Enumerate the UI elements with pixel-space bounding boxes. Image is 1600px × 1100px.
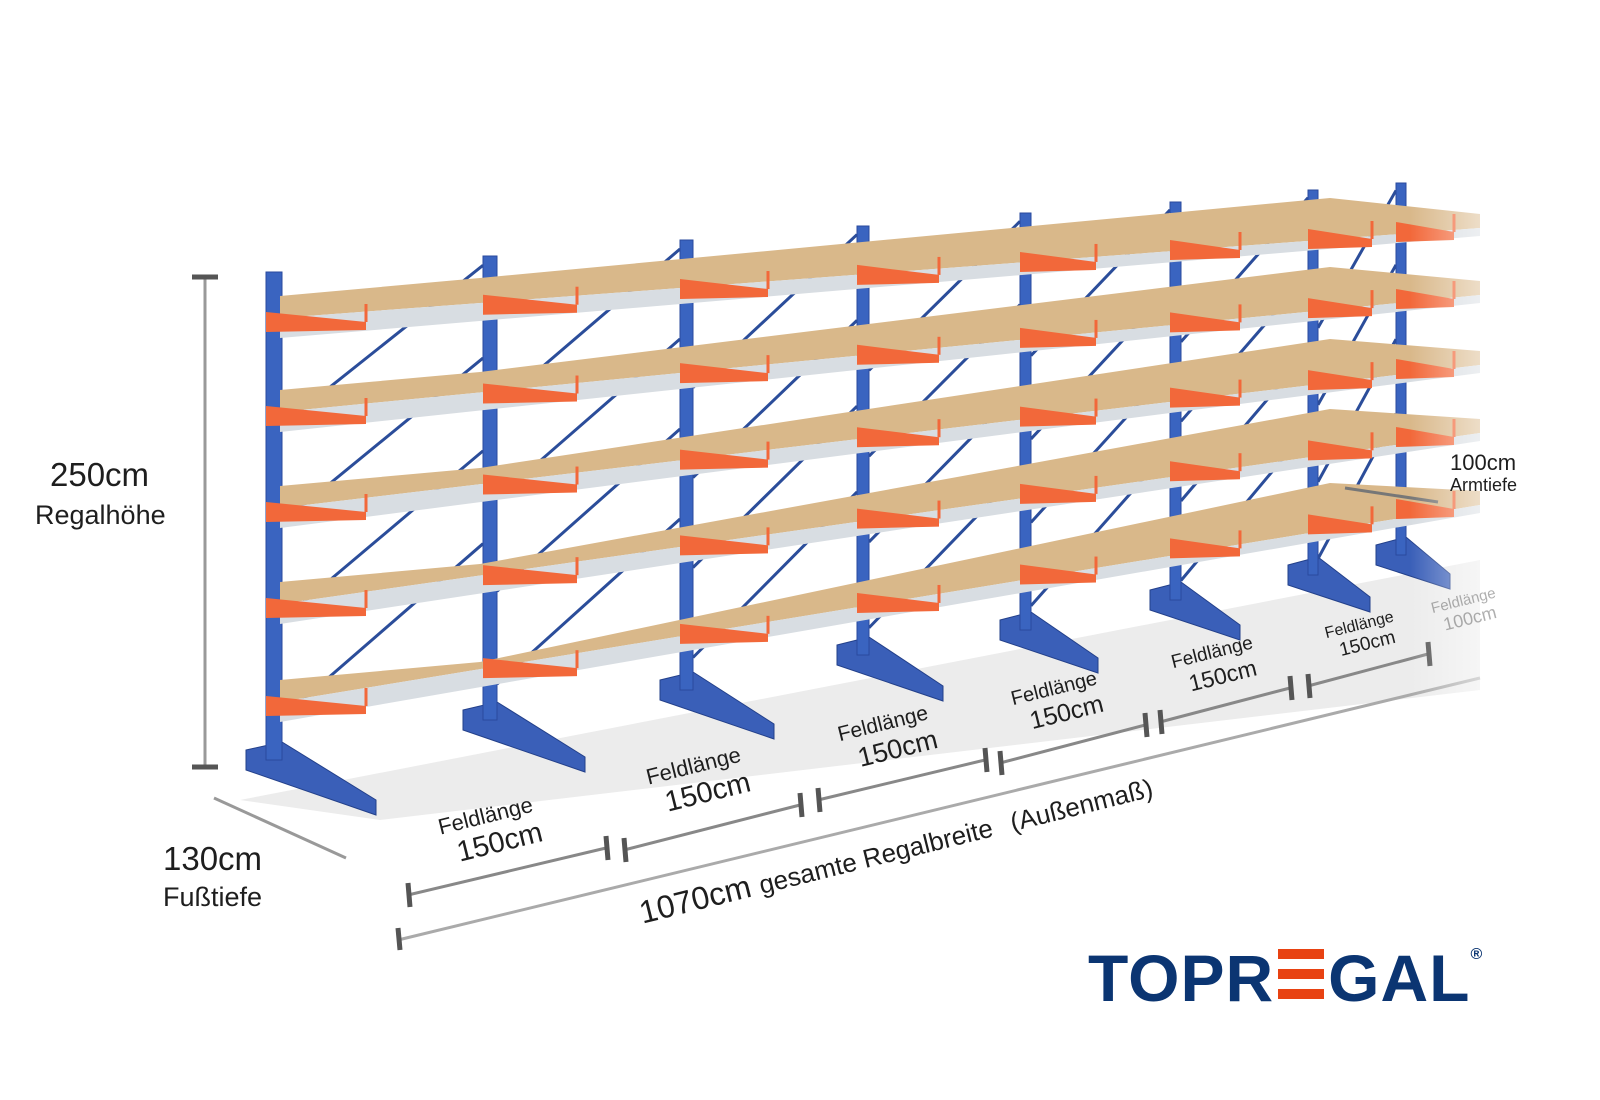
cantilever-arm xyxy=(266,696,366,716)
shelf-board xyxy=(280,267,1480,412)
field-dimension-line xyxy=(623,803,801,852)
logo-registered: ® xyxy=(1470,946,1484,963)
cantilever-arm xyxy=(266,312,366,332)
cantilever-arm xyxy=(483,658,577,679)
cantilever-arm xyxy=(1170,312,1240,333)
height-value: 250cm xyxy=(50,456,150,493)
cantilever-arm xyxy=(1020,564,1096,585)
cantilever-arm xyxy=(680,363,768,384)
field-dimension-line xyxy=(1159,686,1291,724)
field-dimension-line xyxy=(817,758,986,802)
cantilever-arm xyxy=(1170,387,1240,408)
cantilever-arm xyxy=(483,565,577,586)
cantilever-arm xyxy=(857,427,939,448)
logo-text-left: TOPR xyxy=(1088,941,1275,1015)
logo-e-bars xyxy=(1278,949,1325,999)
shelf-front-beam xyxy=(280,505,1480,722)
field-tick xyxy=(1142,712,1150,738)
cantilever-arm xyxy=(1020,327,1096,348)
arm-depth-label: Armtiefe xyxy=(1450,475,1518,495)
cantilever-arm xyxy=(857,508,939,529)
shelf-board xyxy=(280,409,1480,604)
foot-depth-value: 130cm xyxy=(163,840,263,877)
cantilever-arm xyxy=(680,535,768,556)
cantilever-arm xyxy=(1308,370,1372,391)
cantilever-arm xyxy=(483,294,577,315)
field-dimension-line xyxy=(999,723,1146,765)
cantilever-arm xyxy=(1308,298,1372,319)
cantilever-arm xyxy=(266,406,366,426)
field-dimension-line xyxy=(407,846,607,897)
cantilever-arm xyxy=(483,383,577,404)
cantilever-arm xyxy=(680,449,768,470)
cantilever-arm xyxy=(1020,483,1096,504)
cantilever-arm xyxy=(266,598,366,618)
field-tick xyxy=(982,747,990,773)
shelf-board xyxy=(280,339,1480,508)
cantilever-arm xyxy=(1170,240,1240,260)
field-tick xyxy=(1305,673,1313,699)
cantilever-arm xyxy=(680,279,768,300)
logo-text-right: GAL xyxy=(1328,941,1471,1015)
cantilever-arm xyxy=(266,502,366,522)
field-tick xyxy=(815,787,823,813)
topregal-logo: TOPR GAL ® xyxy=(1088,940,1483,1016)
cantilever-arm xyxy=(1308,440,1372,461)
cantilever-arm xyxy=(1170,461,1240,482)
height-label: Regalhöhe xyxy=(35,500,166,530)
shelf-board xyxy=(280,483,1480,702)
field-tick xyxy=(405,882,413,908)
total-width-line xyxy=(397,676,1481,942)
cantilever-arm xyxy=(857,264,939,285)
cantilever-arm xyxy=(1020,251,1096,272)
right-fade xyxy=(1410,0,1600,760)
foot-depth-label: Fußtiefe xyxy=(163,882,263,912)
field-tick xyxy=(997,750,1005,776)
cantilever-arm xyxy=(857,344,939,365)
field-tick xyxy=(1287,675,1295,701)
arm-depth-value: 100cm xyxy=(1450,450,1517,475)
cantilever-arm xyxy=(483,474,577,495)
shelf-board xyxy=(280,198,1480,318)
field-dimension-line xyxy=(1307,652,1429,688)
foot-depth-line xyxy=(213,796,347,860)
field-tick xyxy=(603,835,611,861)
field-tick xyxy=(797,792,805,818)
total-width-tick xyxy=(395,927,403,951)
field-tick xyxy=(621,837,629,863)
cantilever-arm xyxy=(680,623,768,644)
cantilever-arm xyxy=(1020,406,1096,427)
field-tick xyxy=(1157,709,1165,735)
cantilever-arm xyxy=(1308,229,1372,250)
cantilever-arm xyxy=(857,592,939,613)
cantilever-arm xyxy=(1170,538,1240,559)
cantilever-arm xyxy=(1308,514,1372,535)
